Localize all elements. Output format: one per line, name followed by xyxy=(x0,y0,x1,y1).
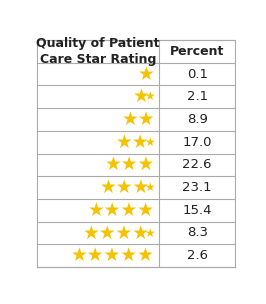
Text: ★: ★ xyxy=(144,90,155,103)
Text: 15.4: 15.4 xyxy=(182,204,212,217)
Text: ★: ★ xyxy=(144,226,155,240)
Text: 17.0: 17.0 xyxy=(182,136,212,149)
Text: ★: ★ xyxy=(133,87,150,106)
Text: 8.9: 8.9 xyxy=(187,113,208,126)
Text: ★★: ★★ xyxy=(116,133,150,152)
Text: Quality of Patient
Care Star Rating: Quality of Patient Care Star Rating xyxy=(36,37,160,66)
Text: ★★★: ★★★ xyxy=(99,178,150,197)
Text: ★★★★★: ★★★★★ xyxy=(71,246,155,265)
Text: 2.6: 2.6 xyxy=(187,249,208,262)
Text: ★★★★: ★★★★ xyxy=(83,223,150,243)
Text: 8.3: 8.3 xyxy=(187,226,208,240)
Text: ★: ★ xyxy=(138,64,155,84)
Text: 0.1: 0.1 xyxy=(187,67,208,81)
Text: ★: ★ xyxy=(144,181,155,194)
Text: 22.6: 22.6 xyxy=(182,158,212,171)
Text: ★: ★ xyxy=(144,136,155,149)
Text: 2.1: 2.1 xyxy=(187,90,208,103)
Text: ★★★: ★★★ xyxy=(105,155,155,174)
Text: Percent: Percent xyxy=(170,45,224,58)
Text: ★★★★: ★★★★ xyxy=(88,201,155,220)
Text: 23.1: 23.1 xyxy=(182,181,212,194)
Text: ★★: ★★ xyxy=(122,110,155,129)
